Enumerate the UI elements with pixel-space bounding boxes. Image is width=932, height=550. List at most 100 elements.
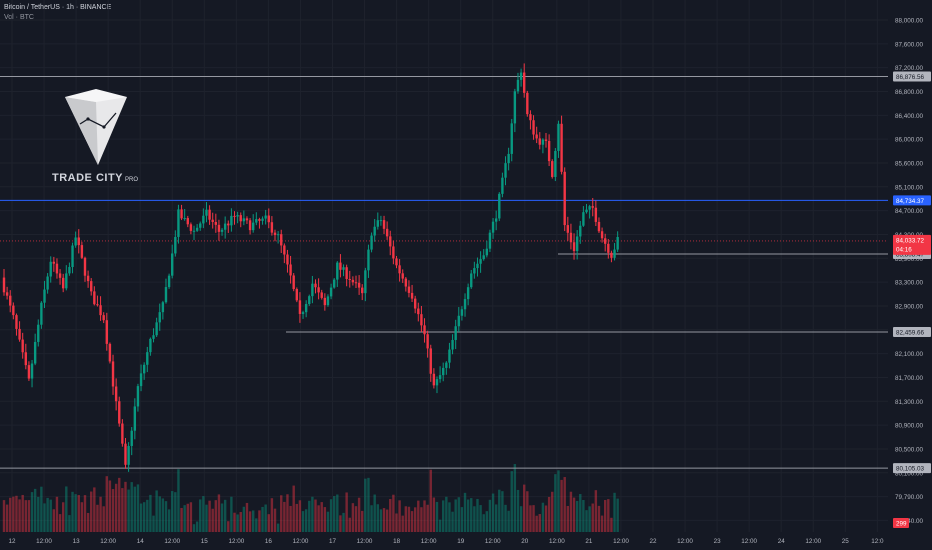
volume-bar	[535, 515, 538, 532]
candle-body	[392, 246, 395, 259]
volume-bar	[389, 498, 392, 532]
volume-bar	[345, 492, 348, 532]
candle-body	[276, 234, 280, 236]
candle-body	[308, 296, 311, 305]
candle-body	[255, 219, 258, 223]
volume-bar	[192, 524, 196, 532]
candle-body	[342, 267, 345, 270]
candle-body	[588, 206, 591, 210]
candle-body	[432, 373, 436, 386]
volume-bar	[174, 492, 177, 532]
candle-body	[379, 220, 383, 222]
candle-body	[105, 320, 108, 344]
candle-body	[205, 209, 208, 216]
candle-body	[597, 221, 601, 232]
volume-bar	[423, 500, 426, 532]
candle-body	[227, 223, 230, 226]
candle-body	[557, 123, 560, 151]
volume-bar	[323, 507, 327, 532]
volume-bar	[348, 517, 351, 532]
candle-body	[479, 259, 482, 264]
candle-body	[591, 206, 594, 208]
candle-body	[535, 134, 538, 139]
volume-bar	[460, 507, 464, 532]
volume-bar	[295, 503, 299, 532]
candle-body	[594, 207, 598, 222]
volume-bar	[30, 492, 34, 532]
volume-bar	[563, 477, 566, 532]
chart-title: Bitcoin / TetherUS · 1h · BINANCE	[4, 4, 112, 11]
volume-bar	[526, 491, 529, 532]
volume-bar	[183, 505, 186, 532]
candle-body	[177, 209, 180, 237]
y-tick-label: 83,300.00	[895, 280, 924, 287]
candle-body	[171, 253, 174, 276]
candle-body	[127, 445, 130, 465]
x-tick-label: 12:0	[871, 538, 884, 545]
volume-bar	[18, 499, 21, 532]
volume-bar	[133, 486, 137, 532]
volume-bar	[554, 474, 557, 532]
candle-body	[102, 315, 105, 321]
volume-bar	[607, 499, 610, 532]
level-price-tag	[893, 326, 931, 337]
volume-bar	[267, 514, 270, 532]
candle-body	[230, 215, 233, 226]
candle-body	[417, 308, 420, 315]
candle-body	[43, 289, 46, 303]
candle-body	[292, 275, 295, 290]
volume-bar	[9, 497, 12, 532]
volume-bar	[102, 506, 105, 532]
logo-text: TRADE CITY PRO	[52, 172, 139, 184]
candle-body	[96, 304, 99, 306]
candle-body	[538, 138, 541, 145]
y-tick-label: 86,400.00	[895, 113, 924, 120]
volume-bar	[479, 505, 482, 532]
volume-bar	[167, 509, 171, 532]
y-tick-label: 86,800.00	[895, 89, 924, 96]
volume-bar	[298, 500, 302, 532]
candle-body	[18, 328, 21, 340]
candle-body	[68, 267, 71, 274]
volume-bar	[488, 499, 492, 532]
candle-body	[192, 230, 196, 232]
volume-bar	[336, 494, 339, 532]
candle-body	[267, 215, 270, 223]
candle-body	[202, 215, 205, 224]
volume-bar	[5, 504, 9, 532]
volume-bar	[124, 481, 127, 532]
candle-body	[161, 302, 165, 313]
candle-body	[451, 339, 454, 350]
candle-body	[513, 91, 517, 124]
volume-bar	[80, 502, 84, 532]
candle-body	[498, 193, 501, 219]
volume-bar	[280, 495, 283, 532]
volume-bar	[189, 502, 193, 532]
volume-bar	[289, 505, 292, 532]
volume-bar	[510, 471, 513, 532]
price-axis-bg	[888, 0, 932, 550]
candle-body	[301, 312, 305, 314]
volume-bar	[588, 506, 591, 532]
candle-body	[423, 325, 426, 335]
candle-body	[167, 275, 171, 288]
x-tick-label: 21	[585, 538, 593, 545]
candle-body	[114, 386, 118, 402]
candle-body	[208, 209, 211, 220]
volume-bar	[111, 489, 115, 532]
volume-bar	[155, 490, 158, 532]
candle-body	[261, 218, 264, 221]
x-tick-label: 12:00	[613, 538, 629, 545]
volume-bar	[398, 500, 401, 532]
candle-body	[426, 334, 429, 349]
x-tick-label: 12:00	[677, 538, 693, 545]
volume-bar	[61, 502, 65, 532]
volume-bar	[223, 499, 227, 532]
candle-body	[61, 277, 65, 289]
volume-bar	[610, 517, 613, 532]
volume-bar	[195, 521, 199, 532]
volume-bar	[491, 493, 495, 532]
volume-bar	[105, 476, 108, 532]
